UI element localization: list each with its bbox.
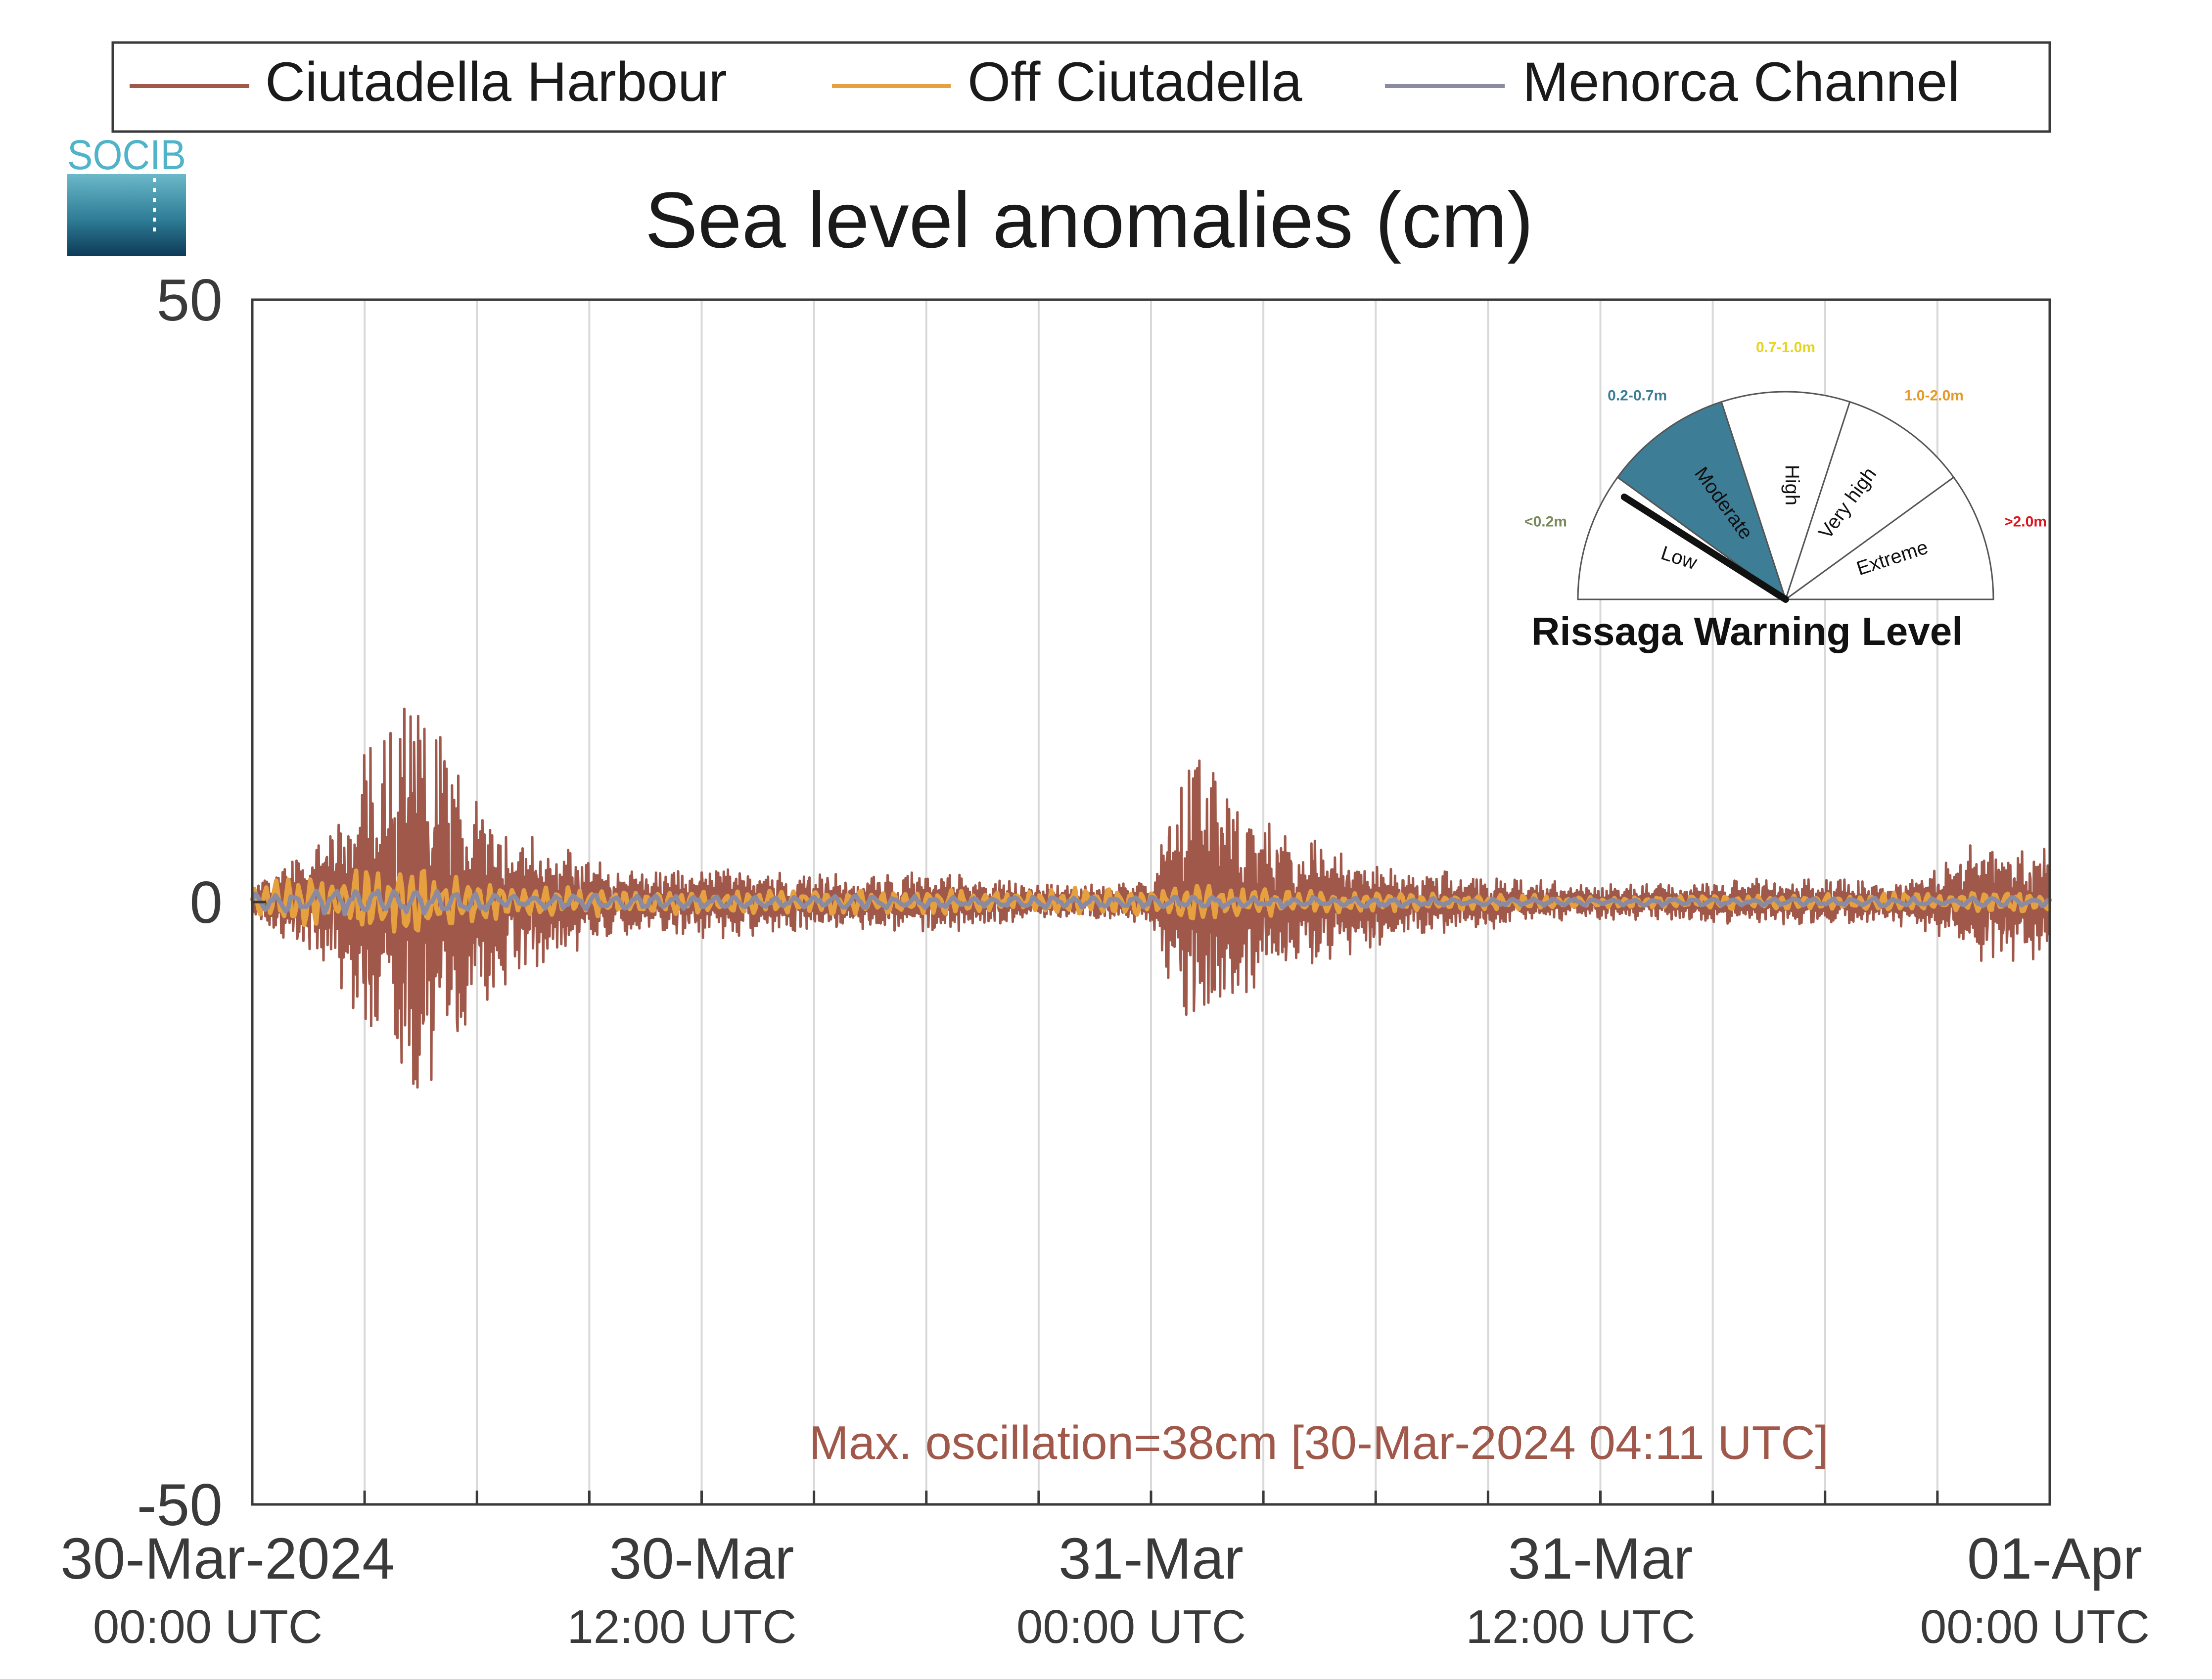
series-menorca-channel — [250, 888, 2050, 916]
legend: Ciutadella Harbour Off Ciutadella Menorc… — [111, 41, 2051, 133]
socib-logo-text: SOCIB — [67, 132, 186, 178]
gauge-title: Rissaga Warning Level — [1531, 609, 1963, 653]
legend-label-channel: Menorca Channel — [1522, 51, 1960, 113]
gauge-sector — [1784, 401, 1955, 601]
gauge-range-label: 1.0-2.0m — [1904, 387, 1964, 404]
x-tick-sublabel: 00:00 UTC — [1016, 1600, 1246, 1653]
legend-label-off: Off Ciutadella — [968, 51, 1302, 113]
legend-box — [111, 41, 2051, 133]
y-axis: 50 0 -50 — [137, 267, 266, 1538]
gauge-range-label: <0.2m — [1524, 513, 1567, 530]
x-axis: 30-Mar-2024 00:00 UTC 30-Mar 12:00 UTC 31-Ma… — [60, 1491, 2150, 1653]
gauge-range-label: 0.2-0.7m — [1608, 387, 1667, 404]
x-tick-label: 30-Mar — [609, 1526, 794, 1591]
y-tick-label: 50 — [157, 267, 223, 333]
x-tick-sublabel: 12:00 UTC — [1466, 1600, 1695, 1653]
chart-title: Sea level anomalies (cm) — [645, 176, 1533, 264]
gauge-range-label: 0.7-1.0m — [1756, 339, 1815, 356]
series-layer — [250, 707, 2052, 1089]
x-tick-sublabel: 00:00 UTC — [93, 1600, 323, 1653]
socib-logo: SOCIB — [67, 132, 186, 256]
x-tick-label: 30-Mar-2024 — [60, 1526, 395, 1591]
gauge-level-label: High — [1781, 465, 1803, 505]
x-tick-sublabel: 00:00 UTC — [1920, 1600, 2150, 1653]
gauge-range-label: >2.0m — [2004, 513, 2047, 530]
x-tick-label: 31-Mar — [1508, 1526, 1693, 1591]
gauge-sector — [1783, 476, 1994, 600]
legend-label-harbour: Ciutadella Harbour — [265, 51, 727, 113]
y-tick-label: -50 — [137, 1472, 223, 1538]
y-tick-label: 0 — [189, 869, 223, 936]
x-tick-label: 01-Apr — [1967, 1526, 2142, 1591]
x-tick-sublabel: 12:00 UTC — [567, 1600, 796, 1653]
gauge-sector — [1616, 401, 1787, 601]
max-oscillation-annotation: Max. oscillation=38cm [30-Mar-2024 04:11… — [809, 1416, 1828, 1469]
gauge-sector — [1720, 391, 1851, 602]
gauge-needle — [1620, 494, 1789, 603]
rissaga-warning-gauge: Rissaga Warning Level Low<0.2m Moderate0.… — [1524, 339, 2047, 653]
socib-logo-block — [67, 174, 186, 256]
x-tick-label: 31-Mar — [1059, 1526, 1244, 1591]
